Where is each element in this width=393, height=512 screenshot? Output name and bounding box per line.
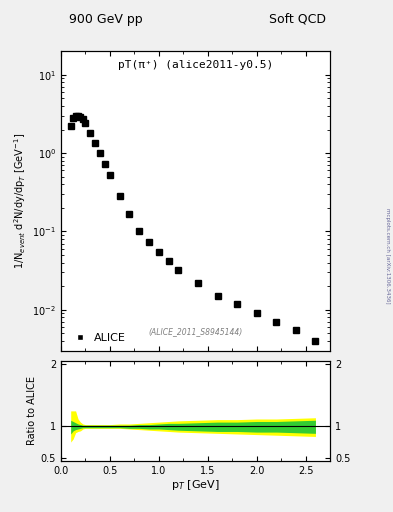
Text: (ALICE_2011_S8945144): (ALICE_2011_S8945144) — [149, 327, 242, 336]
Y-axis label: 1/N$_{event}$ d$^2$N/dy/dp$_T$ [GeV$^{-1}$]: 1/N$_{event}$ d$^2$N/dy/dp$_T$ [GeV$^{-1… — [12, 133, 28, 269]
Text: Soft QCD: Soft QCD — [269, 13, 326, 26]
Text: 900 GeV pp: 900 GeV pp — [69, 13, 142, 26]
Y-axis label: Ratio to ALICE: Ratio to ALICE — [26, 376, 37, 445]
Text: mcplots.cern.ch [arXiv:1306.3436]: mcplots.cern.ch [arXiv:1306.3436] — [385, 208, 389, 304]
Text: pT(π⁺) (alice2011-y0.5): pT(π⁺) (alice2011-y0.5) — [118, 60, 273, 70]
X-axis label: p$_T$ [GeV]: p$_T$ [GeV] — [171, 478, 220, 493]
Legend: ALICE: ALICE — [66, 331, 129, 345]
